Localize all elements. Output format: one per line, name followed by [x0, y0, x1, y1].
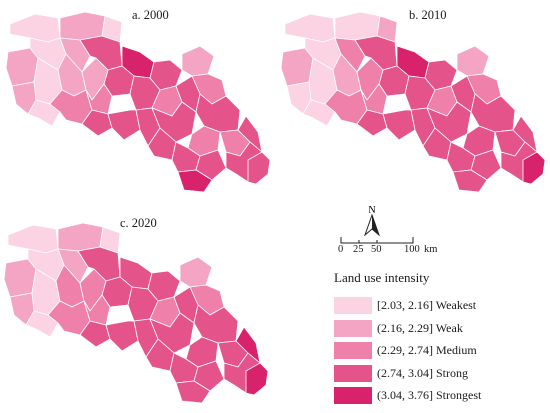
legend-label: [2.03, 2.16] Weakest: [377, 298, 477, 312]
legend-swatch: [334, 319, 372, 337]
county-region: [57, 248, 89, 284]
choropleth-map: [280, 11, 546, 193]
legend-item: (3.04, 3.76] Strongest: [334, 385, 546, 407]
legend-label: (3.04, 3.76] Strongest: [377, 388, 482, 402]
county-region: [195, 149, 227, 181]
legend-item: [2.03, 2.16] Weakest: [334, 295, 546, 317]
legend-label: (2.74, 3.04] Strong: [377, 365, 469, 380]
legend: Land use intensity [2.03, 2.16] Weakest …: [334, 270, 546, 408]
legend-swatch: [334, 364, 372, 382]
county-region: [107, 109, 141, 141]
county-region: [145, 338, 175, 372]
county-region: [147, 127, 177, 161]
county-region: [334, 37, 366, 73]
north-label: N: [368, 205, 375, 216]
north-arrow-icon: N: [364, 205, 380, 236]
scale-tick-label: 25: [353, 244, 364, 255]
county-region: [57, 222, 104, 252]
county-region: [81, 109, 113, 137]
choropleth-map: [5, 11, 271, 193]
legend-item: (2.29, 2.74] Medium: [334, 340, 546, 362]
legend-swatch: [334, 387, 372, 404]
county-region: [382, 109, 416, 141]
legend-title: Land use intensity: [334, 270, 430, 285]
county-region: [9, 13, 61, 43]
county-region: [105, 320, 139, 352]
county-region: [193, 360, 225, 392]
county-region: [179, 256, 213, 288]
county-region: [356, 109, 388, 137]
legend-swatch: [334, 297, 372, 314]
county-region: [247, 151, 271, 185]
county-region: [512, 115, 538, 153]
county-region: [284, 13, 336, 43]
county-region: [181, 45, 215, 77]
county-region: [7, 224, 59, 254]
choropleth-map: [3, 222, 269, 404]
scale-unit: km: [424, 244, 438, 255]
county-region: [422, 127, 452, 161]
scale-bar-line: [340, 237, 414, 244]
county-region: [280, 47, 314, 87]
county-region: [235, 326, 261, 364]
county-region: [5, 47, 39, 87]
county-region: [59, 11, 106, 41]
panel-title: a. 2000: [132, 8, 169, 22]
county-region: [245, 362, 269, 396]
map-panel-2010: b. 2010: [275, 0, 550, 200]
county-region: [522, 151, 546, 185]
county-region: [237, 115, 263, 153]
county-region: [456, 45, 490, 77]
map-panel-2000: a. 2000: [0, 0, 280, 200]
legend-label: (2.16, 2.29] Weak: [377, 320, 463, 335]
county-region: [177, 169, 213, 193]
scale-tick-label: 0: [338, 244, 344, 255]
legend-item: (2.16, 2.29] Weak: [334, 318, 546, 340]
county-region: [470, 149, 502, 181]
scale-bar: 0 25 50 100 km: [334, 236, 454, 264]
panel-title: c. 2020: [120, 216, 157, 230]
county-region: [59, 37, 91, 73]
map-panel-2020: c. 2020: [0, 205, 280, 413]
scale-tick-label: 100: [404, 244, 420, 255]
county-region: [452, 169, 488, 193]
county-region: [3, 258, 37, 298]
legend-label: (2.29, 2.74] Medium: [377, 343, 477, 357]
county-region: [175, 380, 211, 404]
county-region: [79, 320, 111, 348]
legend-item: (2.74, 3.04] Strong: [334, 363, 546, 385]
legend-swatch: [334, 342, 372, 359]
county-region: [334, 11, 381, 41]
panel-title: b. 2010: [409, 8, 447, 22]
scale-tick-label: 50: [371, 244, 382, 255]
